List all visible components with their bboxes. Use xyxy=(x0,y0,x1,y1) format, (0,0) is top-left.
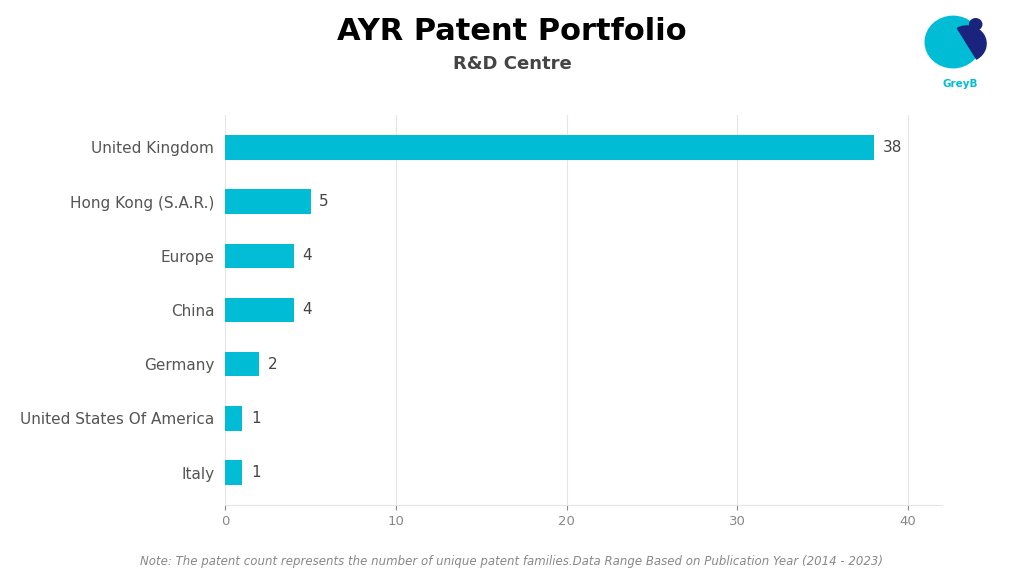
Bar xyxy=(225,135,873,160)
Bar xyxy=(225,460,243,485)
Circle shape xyxy=(926,16,981,68)
Text: 4: 4 xyxy=(302,248,311,263)
Text: Note: The patent count represents the number of unique patent families.Data Rang: Note: The patent count represents the nu… xyxy=(140,555,884,568)
Text: 1: 1 xyxy=(251,411,260,426)
Wedge shape xyxy=(957,26,986,59)
Bar xyxy=(225,298,294,322)
Text: AYR Patent Portfolio: AYR Patent Portfolio xyxy=(337,17,687,46)
Text: GreyB: GreyB xyxy=(942,79,978,89)
Text: 5: 5 xyxy=(319,194,329,209)
Text: 4: 4 xyxy=(302,302,311,317)
Text: 2: 2 xyxy=(268,356,278,372)
Bar xyxy=(225,189,310,214)
Text: 1: 1 xyxy=(251,465,260,480)
Circle shape xyxy=(970,19,982,30)
Bar xyxy=(225,243,294,268)
Bar xyxy=(225,406,243,430)
Text: R&D Centre: R&D Centre xyxy=(453,55,571,72)
Text: 38: 38 xyxy=(883,140,902,155)
Bar xyxy=(225,352,259,377)
